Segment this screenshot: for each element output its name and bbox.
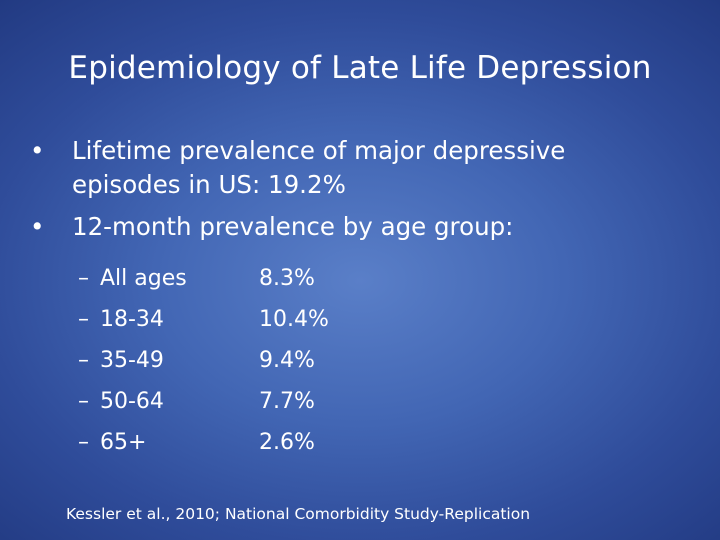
age-group-list: – All ages 8.3% – 18-34 10.4% – 35-49 9.… <box>78 258 359 463</box>
bullet-marker: • <box>30 212 45 241</box>
age-group-label: All ages <box>100 266 187 291</box>
prevalence-value: 2.6% <box>259 430 315 455</box>
bullet-marker: • <box>30 136 45 165</box>
age-group-label: 35-49 <box>100 348 164 373</box>
bullet-text-line: Lifetime prevalence of major depressive <box>72 136 566 165</box>
age-group-row: – 35-49 9.4% <box>78 340 359 381</box>
bullet-text-line: episodes in US: 19.2% <box>72 170 346 199</box>
age-group-label: 18-34 <box>100 307 164 332</box>
bullet-item: • Lifetime prevalence of major depressiv… <box>30 134 670 202</box>
sub-bullet-marker: – <box>78 307 89 332</box>
bullet-text-line: 12-month prevalence by age group: <box>72 212 514 241</box>
source-citation: Kessler et al., 2010; National Comorbidi… <box>66 505 531 523</box>
age-group-row: – 65+ 2.6% <box>78 422 359 463</box>
prevalence-value: 7.7% <box>259 389 315 414</box>
slide-title: Epidemiology of Late Life Depression <box>68 50 652 86</box>
age-group-label: 50-64 <box>100 389 164 414</box>
prevalence-value: 10.4% <box>259 307 329 332</box>
sub-bullet-marker: – <box>78 266 89 291</box>
prevalence-value: 9.4% <box>259 348 315 373</box>
age-group-row: – All ages 8.3% <box>78 258 359 299</box>
bullet-item: • 12-month prevalence by age group: <box>30 210 670 244</box>
sub-bullet-marker: – <box>78 389 89 414</box>
bullet-list: • Lifetime prevalence of major depressiv… <box>30 134 670 252</box>
age-group-row: – 50-64 7.7% <box>78 381 359 422</box>
sub-bullet-marker: – <box>78 348 89 373</box>
prevalence-value: 8.3% <box>259 266 315 291</box>
age-group-label: 65+ <box>100 430 147 455</box>
age-group-row: – 18-34 10.4% <box>78 299 359 340</box>
sub-bullet-marker: – <box>78 430 89 455</box>
